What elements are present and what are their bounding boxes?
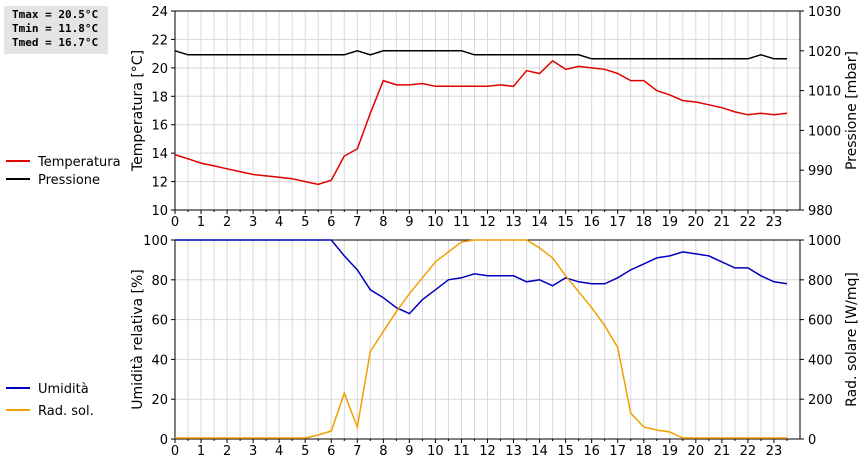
chart2-xtick-label: 18 <box>635 444 652 459</box>
chart2-ytick-right-label: 0 <box>808 433 816 448</box>
chart1-xtick-label: 5 <box>301 215 309 230</box>
chart2-xtick-label: 7 <box>353 444 361 459</box>
chart2-xtick-label: 16 <box>583 444 600 459</box>
chart2-xtick-label: 6 <box>327 444 335 459</box>
chart1-xtick-label: 8 <box>379 215 387 230</box>
chart1-ytick-left-label: 24 <box>151 5 168 20</box>
chart1-xtick-label: 4 <box>275 215 283 230</box>
chart2-xtick-label: 12 <box>479 444 496 459</box>
chart1-xtick-label: 21 <box>714 215 731 230</box>
chart2-xtick-label: 23 <box>766 444 783 459</box>
chart2-ytick-left-label: 40 <box>151 353 168 368</box>
chart2-ylabel-right: Rad. solare [W/mq] <box>844 272 860 407</box>
chart2-ytick-right-label: 1000 <box>808 234 841 249</box>
chart1-plot-frame <box>174 10 801 211</box>
chart1-ytick-left-label: 18 <box>151 90 168 105</box>
chart1-xtick-label: 17 <box>609 215 626 230</box>
chart1-xtick-label: 18 <box>635 215 652 230</box>
chart1-xtick-label: 19 <box>662 215 679 230</box>
chart2-ytick-right-label: 600 <box>808 314 833 329</box>
chart2-ytick-left-label: 80 <box>151 274 168 289</box>
chart1-ytick-left-label: 14 <box>151 147 168 162</box>
chart1-ytick-right-label: 990 <box>808 164 833 179</box>
chart1-ytick-left-label: 22 <box>151 33 168 48</box>
chart2-ytick-left-label: 60 <box>151 314 168 329</box>
chart1-ylabel-right: Pressione [mbar] <box>844 51 860 170</box>
chart1-xtick-label: 1 <box>197 215 205 230</box>
chart1-ytick-right-label: 1010 <box>808 85 841 100</box>
chart1-xtick-label: 3 <box>249 215 257 230</box>
chart1-series-temperatura-line <box>174 59 788 186</box>
chart2-xtick-label: 9 <box>405 444 413 459</box>
chart2-xtick-label: 0 <box>171 444 179 459</box>
chart1-ytick-right-label: 1030 <box>808 5 841 20</box>
stats-box: Tmax = 20.5°C Tmin = 11.8°C Tmed = 16.7°… <box>4 6 108 54</box>
chart2-xtick-label: 2 <box>223 444 231 459</box>
chart2-xtick-label: 4 <box>275 444 283 459</box>
chart1-ytick-left-label: 20 <box>151 62 168 77</box>
chart2-xtick-label: 19 <box>662 444 679 459</box>
chart2-ytick-left-label: 20 <box>151 393 168 408</box>
chart2-series-rad-sol-line <box>175 239 787 439</box>
chart1-xtick-label: 2 <box>223 215 231 230</box>
chart1-ytick-left-label: 12 <box>151 176 168 191</box>
chart2-xtick-label: 22 <box>740 444 757 459</box>
chart1-ytick-left-label: 16 <box>151 119 168 134</box>
chart2-xtick-label: 10 <box>427 444 444 459</box>
chart1-legend-label: Pressione <box>38 173 100 188</box>
chart2-xtick-label: 17 <box>609 444 626 459</box>
chart1-xtick-label: 20 <box>688 215 705 230</box>
stats-tmed: Tmed = 16.7°C <box>12 36 99 49</box>
chart1-ytick-left-label: 10 <box>151 204 168 219</box>
chart1-ytick-right-label: 1000 <box>808 124 841 139</box>
chart1-xtick-label: 23 <box>766 215 783 230</box>
chart1-legend-label: Temperatura <box>37 155 121 170</box>
chart2-legend-label: Rad. sol. <box>38 404 94 419</box>
chart1-xtick-label: 15 <box>557 215 574 230</box>
chart1-xtick-label: 6 <box>327 215 335 230</box>
chart2-ytick-right-label: 400 <box>808 353 833 368</box>
chart1-ytick-right-label: 980 <box>808 204 833 219</box>
chart1-xtick-label: 22 <box>740 215 757 230</box>
chart2-ytick-right-label: 800 <box>808 274 833 289</box>
chart1-xtick-label: 7 <box>353 215 361 230</box>
chart2-ytick-left-label: 100 <box>143 234 168 249</box>
chart2-xtick-label: 11 <box>453 444 470 459</box>
chart1-series-pressione-line <box>174 50 787 60</box>
chart1-ytick-right-label: 1020 <box>808 45 841 60</box>
chart2-ylabel-left: Umidità relativa [%] <box>130 269 146 410</box>
chart1-xtick-label: 10 <box>427 215 444 230</box>
chart1-xtick-label: 16 <box>583 215 600 230</box>
chart2-xtick-label: 14 <box>531 444 548 459</box>
chart2-xtick-label: 8 <box>379 444 387 459</box>
chart1-xtick-label: 0 <box>171 215 179 230</box>
chart2-xtick-label: 1 <box>197 444 205 459</box>
chart2-xtick-label: 3 <box>249 444 257 459</box>
chart2-series-umidit-line <box>175 239 788 315</box>
chart1-xtick-label: 9 <box>405 215 413 230</box>
chart2-ytick-left-label: 0 <box>160 433 168 448</box>
chart2-legend-label: Umidità <box>38 382 89 397</box>
chart2-ytick-right-label: 200 <box>808 393 833 408</box>
stats-tmin: Tmin = 11.8°C <box>12 22 99 35</box>
stats-tmax: Tmax = 20.5°C <box>12 8 99 21</box>
chart2-xtick-label: 21 <box>714 444 731 459</box>
chart2-xtick-label: 15 <box>557 444 574 459</box>
chart2-xtick-label: 13 <box>505 444 522 459</box>
chart2-xtick-label: 20 <box>688 444 705 459</box>
chart1-ylabel-left: Temperatura [°C] <box>130 50 146 172</box>
chart1-xtick-label: 13 <box>505 215 522 230</box>
chart1-xtick-label: 12 <box>479 215 496 230</box>
chart2-xtick-label: 5 <box>301 444 309 459</box>
chart1-xtick-label: 11 <box>453 215 470 230</box>
chart1-xtick-label: 14 <box>531 215 548 230</box>
